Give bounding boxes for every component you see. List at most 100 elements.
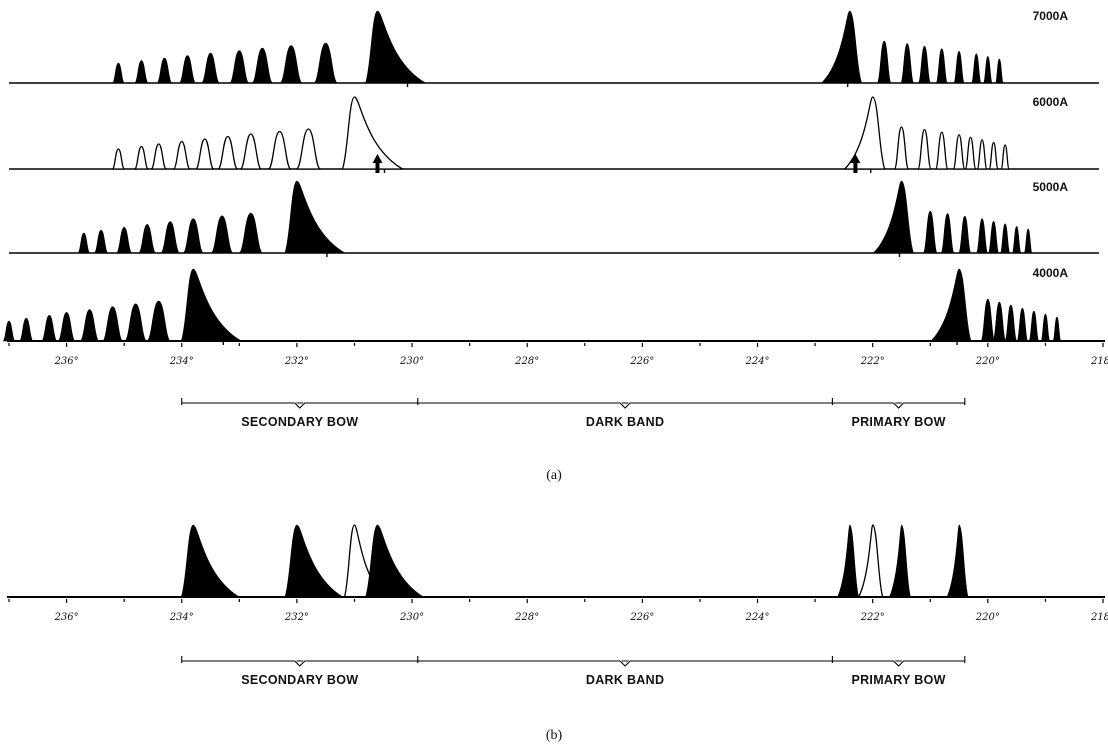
panel-a-tick-label: 222°	[860, 356, 885, 367]
primary-bow-peak	[820, 10, 863, 84]
secondary-supernumerary-peak	[2, 320, 16, 342]
primary-supernumerary-peak	[900, 43, 915, 84]
wavelength-peak	[365, 524, 425, 598]
panel-b-tick-label: 234°	[169, 612, 194, 623]
secondary-supernumerary-peak	[79, 309, 100, 342]
panel_b-region-label: DARK BAND	[586, 673, 664, 687]
secondary-supernumerary-peak	[116, 226, 133, 254]
secondary-supernumerary-peak	[178, 55, 197, 84]
primary-supernumerary-peak	[952, 134, 966, 170]
secondary-supernumerary-peak	[251, 47, 274, 84]
panel-a-tick-label: 228°	[514, 356, 539, 367]
wavelength-peak	[284, 524, 344, 598]
secondary-supernumerary-peak	[295, 128, 322, 170]
panel-a-tick-label: 218°	[1090, 356, 1108, 367]
panel-b-tick-label: 236°	[54, 612, 79, 623]
panel_b-region-label: PRIMARY BOW	[851, 673, 945, 687]
secondary-supernumerary-peak	[77, 232, 91, 254]
secondary-supernumerary-peak	[57, 312, 76, 342]
secondary-supernumerary-peak	[238, 212, 264, 254]
panel-a-tick-label: 236°	[54, 356, 79, 367]
panel-b-tick-label: 218°	[1090, 612, 1108, 623]
primary-supernumerary-peak	[1052, 316, 1062, 342]
pointer-arrow	[850, 154, 861, 173]
secondary-supernumerary-peak	[134, 60, 149, 84]
secondary-supernumerary-peak	[182, 218, 204, 254]
panel-a-tick-label: 232°	[284, 356, 309, 367]
secondary-supernumerary-peak	[210, 215, 234, 254]
pointer-arrow	[372, 154, 383, 173]
secondary-supernumerary-peak	[201, 52, 220, 84]
panel-b-bracket-notch	[294, 660, 306, 667]
primary-supernumerary-peak	[940, 213, 955, 254]
primary-supernumerary-peak	[918, 45, 931, 84]
primary-supernumerary-peak	[995, 58, 1004, 84]
primary-bow-peak	[872, 180, 914, 254]
primary-supernumerary-peak	[980, 298, 996, 342]
wavelength-label: 4000A	[1033, 266, 1069, 280]
secondary-supernumerary-peak	[146, 300, 171, 342]
panel-a-bracket-notch	[294, 402, 306, 409]
primary-supernumerary-peak	[1004, 304, 1018, 342]
panel-a-bracket-notch	[619, 402, 631, 409]
panel-a-tick-label: 224°	[744, 356, 769, 367]
primary-supernumerary-peak	[983, 56, 993, 84]
primary-supernumerary-peak	[893, 126, 910, 170]
panel-b-tick-label: 230°	[399, 612, 424, 623]
panel-b-bracket-notch	[893, 660, 904, 667]
panel-b-caption: (b)	[546, 728, 563, 743]
secondary-supernumerary-peak	[195, 138, 215, 170]
secondary-supernumerary-peak	[267, 130, 292, 170]
primary-supernumerary-peak	[922, 210, 938, 254]
panel-a-bracket-notch	[893, 402, 904, 409]
panel-b-tick-label: 228°	[514, 612, 539, 623]
secondary-supernumerary-peak	[111, 148, 126, 170]
primary-supernumerary-peak	[999, 223, 1011, 254]
panel-a-tick-label: 220°	[975, 356, 1000, 367]
row-7000a: 7000A	[9, 9, 1099, 87]
primary-supernumerary-peak	[1000, 144, 1010, 170]
secondary-supernumerary-peak	[19, 317, 34, 342]
secondary-supernumerary-peak	[124, 303, 148, 342]
panel-b-bracket-notch	[619, 660, 631, 667]
panel_a-region-label: DARK BAND	[586, 415, 664, 429]
primary-supernumerary-peak	[1011, 226, 1022, 254]
panel-a-tick-label: 230°	[399, 356, 424, 367]
secondary-supernumerary-peak	[138, 224, 157, 254]
wavelength-peak	[180, 524, 241, 598]
panel-b-tick-label: 224°	[744, 612, 769, 623]
primary-supernumerary-peak	[1028, 310, 1040, 342]
wavelength-label: 7000A	[1033, 9, 1069, 23]
primary-supernumerary-peak	[934, 131, 949, 170]
secondary-supernumerary-peak	[279, 45, 303, 84]
primary-supernumerary-peak	[958, 215, 972, 254]
secondary-supernumerary-peak	[93, 229, 109, 254]
panel-a-caption: (a)	[546, 468, 562, 483]
panel-a-tick-label: 226°	[629, 356, 654, 367]
secondary-supernumerary-peak	[229, 50, 250, 84]
primary-bow-peak	[843, 96, 886, 170]
primary-supernumerary-peak	[953, 50, 965, 84]
panel-b-tick-label: 232°	[284, 612, 309, 623]
secondary-supernumerary-peak	[239, 133, 262, 170]
primary-supernumerary-peak	[971, 53, 982, 84]
secondary-bow-peak	[365, 10, 427, 84]
secondary-supernumerary-peak	[217, 135, 239, 170]
primary-supernumerary-peak	[1023, 228, 1033, 254]
wavelength-peak-outline	[857, 524, 884, 598]
panel_b-region-label: SECONDARY BOW	[241, 673, 358, 687]
primary-supernumerary-peak	[1040, 313, 1051, 342]
primary-supernumerary-peak	[976, 218, 989, 254]
secondary-supernumerary-peak	[313, 42, 338, 84]
secondary-bow-peak	[341, 96, 405, 170]
row-6000a: 6000A	[9, 95, 1099, 173]
row-5000a: 5000A	[9, 180, 1099, 257]
secondary-supernumerary-peak	[112, 62, 125, 84]
wavelength-peak	[889, 524, 911, 598]
wavelength-peak	[946, 524, 969, 598]
row-4000a: 4000A	[2, 266, 1099, 345]
primary-supernumerary-peak	[935, 48, 948, 84]
primary-supernumerary-peak	[917, 128, 932, 170]
secondary-bow-peak	[180, 268, 243, 342]
primary-supernumerary-peak	[988, 220, 1000, 254]
